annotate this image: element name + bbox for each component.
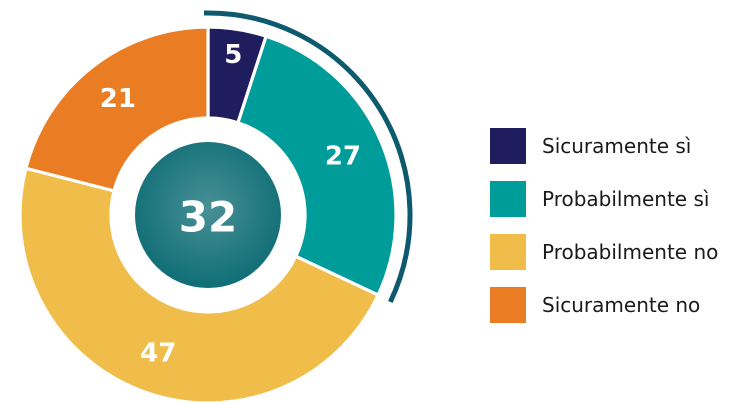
- legend-label: Probabilmente no: [542, 240, 719, 264]
- legend: Sicuramente sì Probabilmente sì Probabil…: [490, 128, 718, 340]
- legend-swatch: [490, 181, 526, 217]
- chart-slices: [18, 25, 398, 403]
- highlight-arc: [203, 10, 413, 303]
- legend-item-probabilmente-si: Probabilmente sì: [490, 181, 718, 217]
- legend-label: Probabilmente sì: [542, 187, 710, 211]
- slice-probabilmente-no: [18, 166, 380, 403]
- slice-value-sicuramente-no: 21: [100, 84, 136, 114]
- center-disc: [135, 142, 281, 288]
- slice-labels: 5 27 47 21: [100, 40, 361, 368]
- legend-item-sicuramente-si: Sicuramente sì: [490, 128, 718, 164]
- center-value: 32: [179, 193, 237, 242]
- legend-label: Sicuramente sì: [542, 134, 692, 158]
- legend-item-sicuramente-no: Sicuramente no: [490, 287, 718, 323]
- slice-probabilmente-si: [236, 34, 398, 297]
- legend-swatch: [490, 128, 526, 164]
- legend-swatch: [490, 234, 526, 270]
- slice-sicuramente-no: [24, 25, 210, 193]
- legend-item-probabilmente-no: Probabilmente no: [490, 234, 718, 270]
- slice-value-probabilmente-si: 27: [325, 142, 361, 172]
- slice-value-sicuramente-si: 5: [224, 40, 242, 70]
- slice-value-probabilmente-no: 47: [140, 338, 176, 368]
- legend-label: Sicuramente no: [542, 293, 701, 317]
- legend-swatch: [490, 287, 526, 323]
